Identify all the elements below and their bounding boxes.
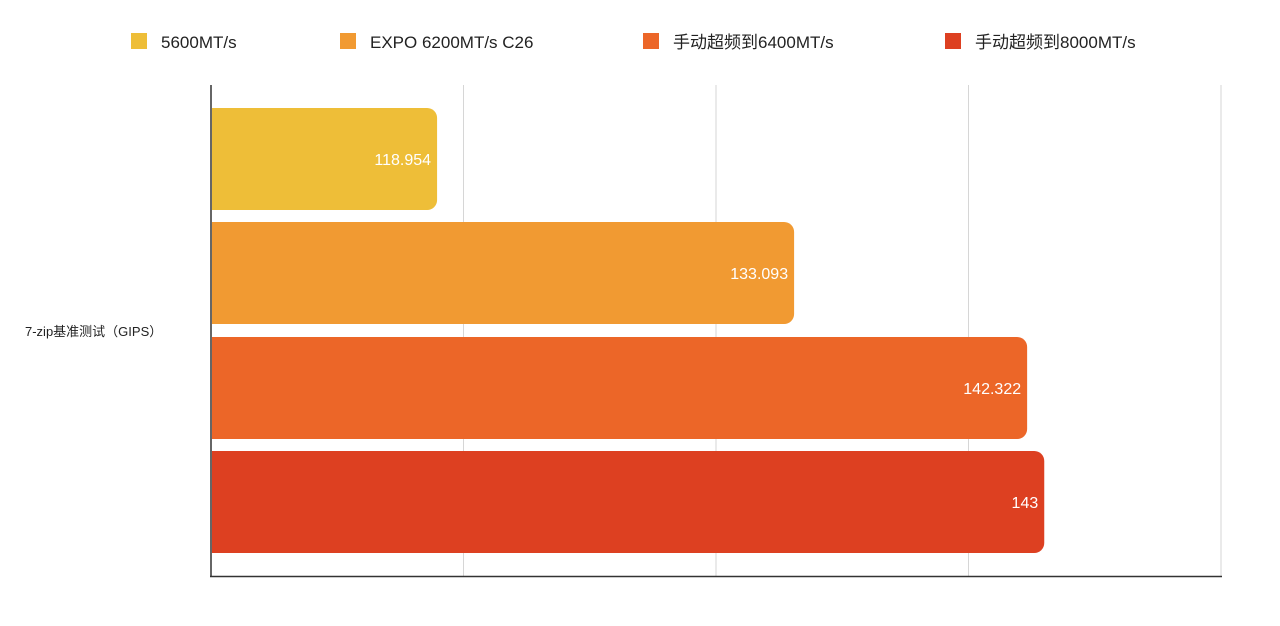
bars: 118.954 133.093 142.322 143 [212, 108, 1045, 553]
bar-base [212, 222, 224, 324]
bar [212, 108, 438, 210]
legend-label: 手动超频到6400MT/s [673, 33, 834, 52]
category-label: 7-zip基准测试（GIPS） [25, 324, 162, 339]
data-label: 133.093 [730, 266, 788, 283]
data-label: 143 [1012, 495, 1039, 512]
bar [212, 337, 1028, 439]
legend-swatch [340, 33, 356, 49]
legend-swatch [131, 33, 147, 49]
legend-swatch [945, 33, 961, 49]
legend-label: 手动超频到8000MT/s [975, 33, 1136, 52]
data-label: 118.954 [374, 152, 431, 169]
legend-label: EXPO 6200MT/s C26 [370, 33, 533, 52]
legend-swatch [643, 33, 659, 49]
legend: 5600MT/s EXPO 6200MT/s C26 手动超频到6400MT/s 手动… [131, 33, 1136, 52]
data-label: 142.322 [963, 381, 1021, 398]
bar [212, 451, 1045, 553]
bar-base [212, 451, 224, 553]
bar-base [212, 337, 224, 439]
bar [212, 222, 795, 324]
legend-label: 5600MT/s [161, 33, 237, 52]
bar-base [212, 108, 224, 210]
